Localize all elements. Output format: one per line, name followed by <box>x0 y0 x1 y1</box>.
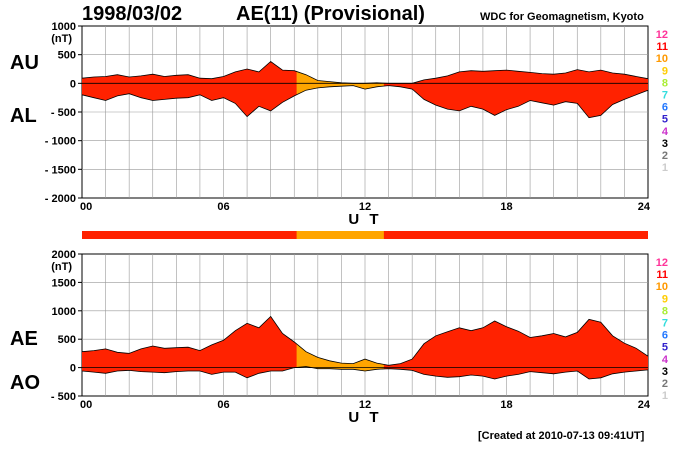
y-tick-label: - 500 <box>51 391 76 403</box>
station-count-legend-item: 4 <box>662 126 669 138</box>
y-tick-label: 500 <box>58 334 76 346</box>
station-count-legend-item: 3 <box>662 138 668 150</box>
station-count-legend-item: 2 <box>662 378 668 390</box>
station-count-legend-item: 9 <box>662 65 668 77</box>
ae-label: AE <box>10 328 38 350</box>
y-tick-label: - 500 <box>51 107 76 119</box>
x-axis-label: U T <box>348 211 381 228</box>
y-tick-label: 0 <box>70 363 76 375</box>
station-count-legend-item: 1 <box>662 390 668 402</box>
station-count-legend-item: 9 <box>662 293 668 305</box>
station-count-legend-item: 7 <box>662 318 668 330</box>
station-count-legend-item: 4 <box>662 354 669 366</box>
date-title: 1998/03/02 <box>82 3 183 25</box>
x-tick-label: 24 <box>638 201 651 213</box>
x-tick-label: 06 <box>217 201 229 213</box>
station-count-legend-item: 11 <box>656 269 668 281</box>
station-count-legend-item: 1 <box>662 162 668 174</box>
station-count-legend-item: 11 <box>656 41 668 53</box>
x-tick-label: 00 <box>80 201 92 213</box>
y-tick-label: 2000 <box>52 249 76 261</box>
station-count-legend-item: 8 <box>662 77 668 89</box>
x-tick-label: 24 <box>638 399 651 411</box>
ao-label: AO <box>10 372 40 394</box>
y-tick-label: 1000 <box>52 21 76 33</box>
y-unit-label: (nT) <box>51 261 72 273</box>
al-label: AL <box>10 105 37 127</box>
station-count-legend-item: 6 <box>662 102 668 114</box>
station-count-bar-low <box>296 231 384 239</box>
station-count-legend-item: 8 <box>662 305 668 317</box>
station-count-legend-item: 6 <box>662 330 668 342</box>
y-tick-label: - 1000 <box>45 136 76 148</box>
x-tick-label: 12 <box>359 201 371 213</box>
y-tick-label: 500 <box>58 50 76 62</box>
y-unit-label: (nT) <box>51 33 72 45</box>
station-count-legend-item: 5 <box>662 114 668 126</box>
y-tick-label: 1500 <box>52 277 76 289</box>
fill-low-count-region <box>296 316 384 379</box>
station-count-legend-item: 12 <box>656 29 668 41</box>
ae-line <box>81 315 649 366</box>
station-count-legend-item: 2 <box>662 150 668 162</box>
y-tick-label: - 2000 <box>45 193 76 205</box>
station-count-legend-item: 12 <box>656 257 668 269</box>
station-count-legend-item: 7 <box>662 90 668 102</box>
x-axis-label: U T <box>348 409 381 426</box>
y-tick-label: 0 <box>70 78 76 90</box>
al-line <box>81 85 649 119</box>
y-tick-label: 1000 <box>52 306 76 318</box>
x-tick-label: 18 <box>500 399 512 411</box>
y-tick-label: - 1500 <box>45 164 76 176</box>
x-tick-label: 06 <box>217 399 229 411</box>
x-tick-label: 12 <box>359 399 371 411</box>
station-count-legend-item: 10 <box>656 281 668 293</box>
x-tick-label: 18 <box>500 201 512 213</box>
ao-line <box>81 366 649 380</box>
station-count-legend-item: 10 <box>656 53 668 65</box>
au-label: AU <box>10 52 39 74</box>
x-tick-label: 00 <box>80 399 92 411</box>
index-title: AE(11) (Provisional) <box>236 3 425 25</box>
station-count-legend-item: 3 <box>662 366 668 378</box>
created-timestamp: [Created at 2010-07-13 09:41UT] <box>478 430 645 442</box>
organization-label: WDC for Geomagnetism, Kyoto <box>480 11 644 23</box>
station-count-legend-item: 5 <box>662 342 668 354</box>
